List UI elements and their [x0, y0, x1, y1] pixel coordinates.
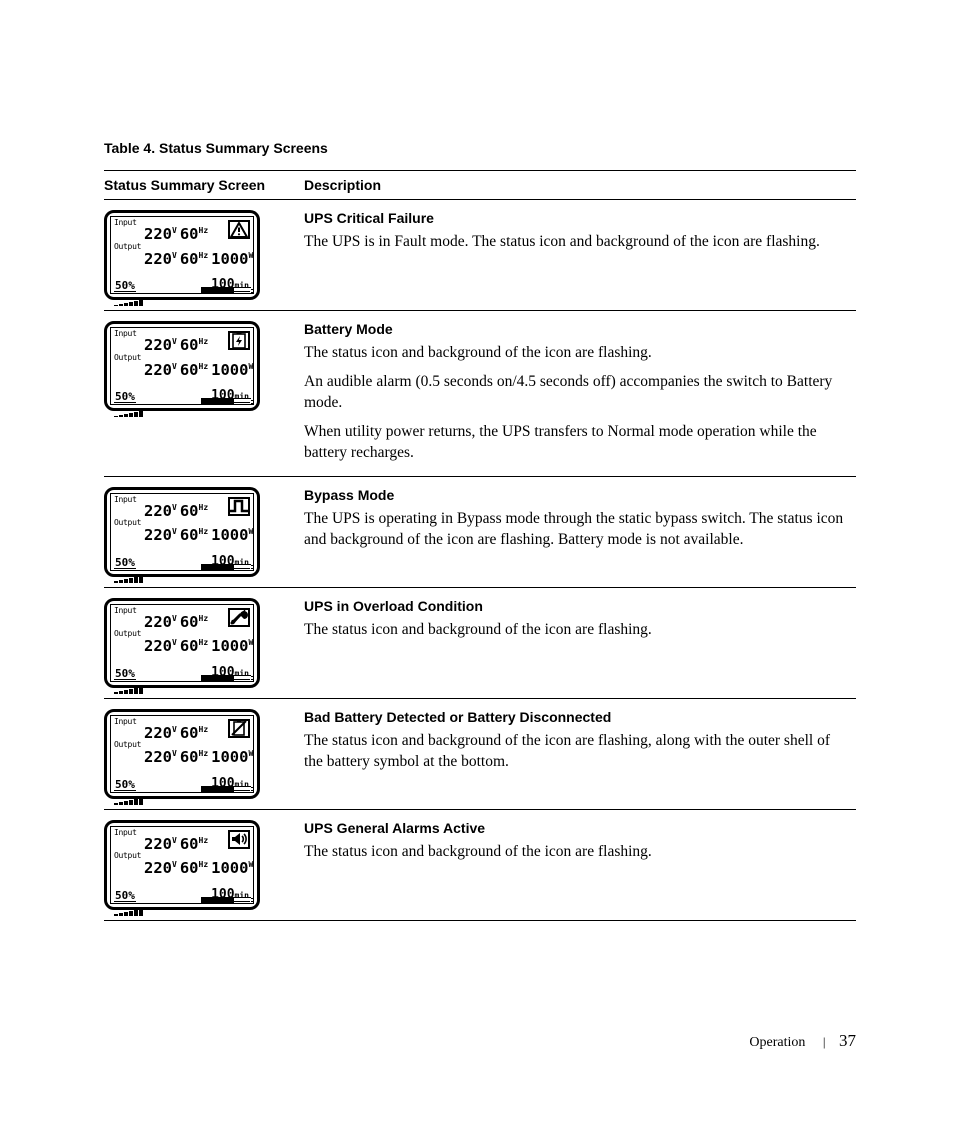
row-body: The UPS is in Fault mode. The status ico…: [304, 232, 852, 253]
lcd-output-reading: 220V60Hz1000W: [144, 639, 250, 655]
row-paragraph: When utility power returns, the UPS tran…: [304, 422, 852, 464]
lcd-battery-gauge: [201, 287, 251, 294]
row-paragraph: The UPS is operating in Bypass mode thro…: [304, 509, 852, 551]
lcd-screen: Input 220V60Hz Output 220V60Hz1000W 50% …: [104, 321, 260, 411]
lcd-output-reading: 220V60Hz1000W: [144, 861, 250, 877]
lcd-battery-gauge: [201, 398, 251, 405]
lcd-load-bars: [114, 287, 150, 294]
lcd-screen: Input 220V60Hz Output 220V60Hz1000W 50% …: [104, 820, 260, 910]
row-paragraph: The UPS is in Fault mode. The status ico…: [304, 232, 852, 253]
status-summary-table: Status Summary Screen Description Input …: [104, 170, 856, 921]
col-header-description: Description: [304, 171, 856, 200]
screen-cell: Input 220V60Hz Output 220V60Hz1000W 50% …: [104, 809, 304, 920]
screen-cell: Input 220V60Hz Output 220V60Hz1000W 50% …: [104, 200, 304, 311]
lcd-status-icon-bad-battery: [228, 719, 250, 738]
row-body: The status icon and background of the ic…: [304, 620, 852, 641]
lcd-status-icon-warning-triangle: [228, 220, 250, 239]
row-body: The status icon and background of the ic…: [304, 343, 852, 464]
lcd-status-icon-battery-bolt: [228, 331, 250, 350]
lcd-load-bars: [114, 675, 150, 682]
lcd-load-bars: [114, 897, 150, 904]
lcd-output-reading: 220V60Hz1000W: [144, 252, 250, 268]
table-row: Input 220V60Hz Output 220V60Hz1000W 50% …: [104, 200, 856, 311]
lcd-screen: Input 220V60Hz Output 220V60Hz1000W 50% …: [104, 598, 260, 688]
description-cell: UPS Critical Failure The UPS is in Fault …: [304, 200, 856, 311]
screen-cell: Input 220V60Hz Output 220V60Hz1000W 50% …: [104, 698, 304, 809]
description-cell: Bad Battery Detected or Battery Disconne…: [304, 698, 856, 809]
lcd-battery-gauge: [201, 897, 251, 904]
lcd-status-icon-bypass-wave: [228, 497, 250, 516]
lcd-battery-gauge: [201, 675, 251, 682]
footer-separator: |: [823, 1034, 826, 1049]
description-cell: Battery Mode The status icon and backgrou…: [304, 311, 856, 477]
page-footer: Operation | 37: [104, 1031, 856, 1051]
row-body: The UPS is operating in Bypass mode thro…: [304, 509, 852, 551]
table-row: Input 220V60Hz Output 220V60Hz1000W 50% …: [104, 311, 856, 477]
row-body: The status icon and background of the ic…: [304, 842, 852, 863]
description-cell: Bypass Mode The UPS is operating in Bypas…: [304, 476, 856, 587]
row-title: Battery Mode: [304, 321, 852, 337]
row-title: UPS in Overload Condition: [304, 598, 852, 614]
lcd-output-reading: 220V60Hz1000W: [144, 750, 250, 766]
footer-section: Operation: [749, 1035, 805, 1050]
lcd-status-icon-alarm-speaker: [228, 830, 250, 849]
row-paragraph: The status icon and background of the ic…: [304, 620, 852, 641]
row-paragraph: The status icon and background of the ic…: [304, 842, 852, 863]
table-row: Input 220V60Hz Output 220V60Hz1000W 50% …: [104, 698, 856, 809]
lcd-screen: Input 220V60Hz Output 220V60Hz1000W 50% …: [104, 709, 260, 799]
lcd-output-reading: 220V60Hz1000W: [144, 363, 250, 379]
description-cell: UPS in Overload Condition The status icon…: [304, 587, 856, 698]
screen-cell: Input 220V60Hz Output 220V60Hz1000W 50% …: [104, 311, 304, 477]
lcd-load-bars: [114, 786, 150, 793]
row-title: UPS Critical Failure: [304, 210, 852, 226]
description-cell: UPS General Alarms Active The status icon…: [304, 809, 856, 920]
row-body: The status icon and background of the ic…: [304, 731, 852, 773]
row-title: Bad Battery Detected or Battery Disconne…: [304, 709, 852, 725]
table-caption: Table 4. Status Summary Screens: [104, 140, 856, 156]
col-header-screen: Status Summary Screen: [104, 171, 304, 200]
row-paragraph: An audible alarm (0.5 seconds on/4.5 sec…: [304, 372, 852, 414]
lcd-output-reading: 220V60Hz1000W: [144, 528, 250, 544]
screen-cell: Input 220V60Hz Output 220V60Hz1000W 50% …: [104, 476, 304, 587]
table-row: Input 220V60Hz Output 220V60Hz1000W 50% …: [104, 587, 856, 698]
row-paragraph: The status icon and background of the ic…: [304, 343, 852, 364]
table-row: Input 220V60Hz Output 220V60Hz1000W 50% …: [104, 809, 856, 920]
row-title: Bypass Mode: [304, 487, 852, 503]
lcd-load-bars: [114, 564, 150, 571]
footer-page-number: 37: [839, 1031, 856, 1050]
lcd-battery-gauge: [201, 564, 251, 571]
lcd-load-bars: [114, 398, 150, 405]
lcd-screen: Input 220V60Hz Output 220V60Hz1000W 50% …: [104, 210, 260, 300]
lcd-screen: Input 220V60Hz Output 220V60Hz1000W 50% …: [104, 487, 260, 577]
lcd-status-icon-overload-wrench: [228, 608, 250, 627]
lcd-battery-gauge: [201, 786, 251, 793]
screen-cell: Input 220V60Hz Output 220V60Hz1000W 50% …: [104, 587, 304, 698]
table-row: Input 220V60Hz Output 220V60Hz1000W 50% …: [104, 476, 856, 587]
row-paragraph: The status icon and background of the ic…: [304, 731, 852, 773]
row-title: UPS General Alarms Active: [304, 820, 852, 836]
